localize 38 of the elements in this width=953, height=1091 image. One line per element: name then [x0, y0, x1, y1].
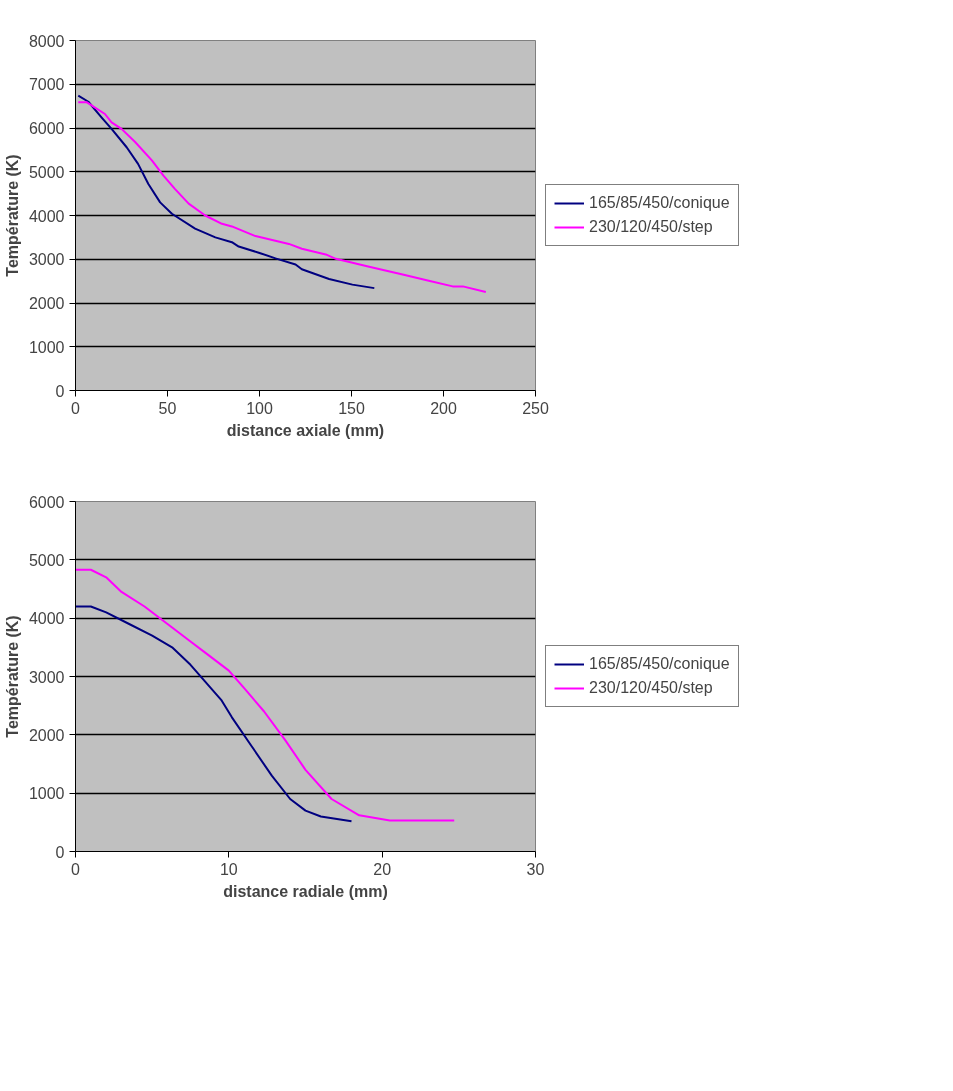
line-series [75, 605, 353, 823]
y-tick-label: 5000 [28, 163, 65, 181]
y-tick-label: 4000 [28, 207, 65, 225]
x-tick-label: 200 [430, 399, 457, 417]
line-series [77, 94, 376, 290]
line-series [77, 101, 487, 294]
y-tick-label: 5000 [28, 551, 65, 569]
y-tick-label: 4000 [28, 610, 65, 628]
y-axis-title: Température (K) [3, 615, 21, 738]
legend-label: 230/120/450/step [589, 679, 713, 697]
x-axis-title: distance axiale (mm) [226, 421, 385, 439]
y-tick-label: 3000 [28, 668, 65, 686]
x-tick-label: 100 [246, 399, 273, 417]
x-tick-label: 20 [373, 860, 392, 878]
legend-label: 165/85/450/conique [589, 655, 730, 673]
y-tick-label: 6000 [28, 120, 65, 137]
legend-label: 165/85/450/conique [589, 194, 730, 212]
line-series [75, 568, 456, 822]
x-tick-label: 30 [526, 860, 545, 878]
x-tick-label: 10 [219, 860, 238, 878]
x-axis-title: distance radiale (mm) [223, 882, 388, 900]
x-tick-label: 0 [71, 860, 81, 878]
y-axis-title: Température (K) [3, 154, 21, 277]
y-tick-label: 7000 [28, 76, 65, 94]
legend-label: 230/120/450/step [589, 218, 713, 236]
y-tick-label: 0 [55, 382, 65, 400]
y-tick-label: 6000 [28, 493, 65, 511]
y-tick-label: 1000 [28, 338, 65, 356]
y-tick-label: 2000 [28, 295, 65, 312]
x-tick-label: 0 [71, 399, 81, 417]
x-tick-label: 50 [158, 399, 177, 417]
x-tick-label: 150 [338, 399, 365, 417]
y-tick-label: 2000 [28, 726, 65, 744]
y-tick-label: 3000 [28, 251, 65, 269]
y-tick-label: 0 [55, 843, 65, 861]
y-tick-label: 1000 [28, 785, 65, 803]
x-tick-label: 250 [522, 399, 549, 417]
y-tick-label: 8000 [28, 32, 65, 50]
